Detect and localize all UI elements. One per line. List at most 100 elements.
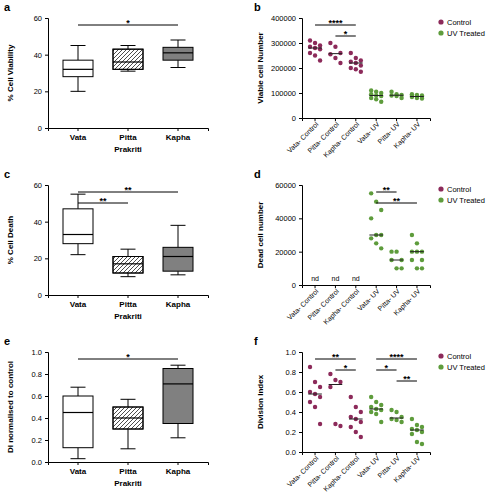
data-point bbox=[374, 90, 378, 94]
axis-line bbox=[45, 186, 49, 296]
y-tick-mark bbox=[45, 91, 48, 92]
x-tick-mark bbox=[78, 462, 79, 465]
data-point bbox=[354, 56, 358, 60]
nd-label: nd bbox=[311, 275, 319, 282]
whisker-cap-upper bbox=[171, 225, 186, 226]
x-axis: VataPittaKapha bbox=[49, 128, 209, 142]
x-tick: Kapha bbox=[166, 462, 191, 476]
legend-marker bbox=[438, 353, 443, 358]
y-tick-mark bbox=[299, 432, 302, 433]
data-point bbox=[359, 70, 363, 74]
whisker-cap-lower bbox=[121, 448, 136, 449]
annotations: ********** bbox=[315, 352, 417, 384]
legend-label: UV Treated bbox=[447, 196, 485, 205]
data-point bbox=[410, 258, 414, 262]
data-point bbox=[359, 63, 363, 67]
data-point bbox=[369, 88, 373, 92]
data-point bbox=[410, 427, 414, 431]
whisker-cap-lower bbox=[171, 437, 186, 438]
y-axis: 0200004000060000 bbox=[275, 181, 302, 290]
box bbox=[113, 49, 143, 69]
panel-label: f bbox=[254, 335, 258, 347]
plot-marks bbox=[308, 365, 424, 446]
x-axis-title: Prakriti bbox=[114, 145, 142, 154]
data-point bbox=[338, 61, 342, 65]
data-point bbox=[308, 365, 312, 369]
median-line bbox=[329, 53, 343, 54]
annotations: **** bbox=[78, 185, 178, 206]
data-point bbox=[389, 408, 393, 412]
whisker-lower bbox=[78, 448, 79, 459]
data-point bbox=[338, 424, 342, 428]
data-point bbox=[389, 90, 393, 94]
panel-label: c bbox=[4, 168, 10, 180]
data-point bbox=[318, 385, 322, 389]
whisker-lower bbox=[178, 424, 179, 438]
data-point bbox=[369, 236, 373, 240]
box bbox=[163, 369, 193, 424]
y-tick: 0.6 bbox=[32, 392, 48, 401]
x-tick: Kapha- Control bbox=[322, 452, 361, 493]
box bbox=[163, 47, 193, 60]
y-tick-label: 40 bbox=[34, 218, 42, 227]
legend-marker bbox=[438, 19, 443, 24]
y-tick-mark bbox=[45, 18, 48, 19]
median-line bbox=[369, 95, 383, 96]
significance-label: * bbox=[126, 352, 130, 362]
y-tick-label: 20 bbox=[34, 254, 42, 263]
y-tick-label: 1.0 bbox=[286, 348, 296, 357]
whisker-lower bbox=[78, 77, 79, 92]
whisker-upper bbox=[78, 46, 79, 61]
whisker-cap-upper bbox=[71, 194, 86, 195]
data-point bbox=[379, 403, 383, 407]
y-tick-label: 20000 bbox=[275, 248, 296, 257]
legend-marker bbox=[438, 30, 443, 35]
plot-marks bbox=[63, 40, 193, 91]
data-point bbox=[359, 420, 363, 424]
data-point bbox=[349, 395, 353, 399]
median-line bbox=[390, 95, 404, 96]
significance-label: * bbox=[126, 18, 130, 28]
annotations: ***** bbox=[315, 18, 356, 39]
panel: 0100000200000300000400000Vata- ControlPi… bbox=[254, 1, 485, 159]
data-point bbox=[338, 51, 342, 55]
data-point bbox=[415, 440, 419, 444]
y-tick-label: 0.0 bbox=[286, 448, 296, 457]
y-tick: 40 bbox=[34, 218, 48, 227]
data-point bbox=[369, 216, 373, 220]
data-point bbox=[374, 412, 378, 416]
legend-label: Control bbox=[447, 18, 472, 27]
legend-marker bbox=[438, 364, 443, 369]
y-tick-mark bbox=[299, 412, 302, 413]
data-point bbox=[410, 233, 414, 237]
data-point bbox=[333, 45, 337, 49]
axis-line bbox=[303, 119, 431, 122]
data-point bbox=[394, 410, 398, 414]
data-point bbox=[313, 41, 317, 45]
data-point bbox=[318, 58, 322, 62]
data-point bbox=[415, 241, 419, 245]
x-tick-label: Vata bbox=[70, 133, 87, 142]
y-tick-mark bbox=[299, 218, 302, 219]
data-point bbox=[318, 422, 322, 426]
panel-label: a bbox=[4, 1, 11, 13]
data-point bbox=[379, 100, 383, 104]
y-tick-mark bbox=[299, 118, 302, 119]
box bbox=[63, 396, 93, 448]
data-point bbox=[379, 420, 383, 424]
panel-label: d bbox=[254, 168, 261, 180]
data-point bbox=[328, 41, 332, 45]
significance-label: ** bbox=[393, 196, 401, 206]
y-tick: 60000 bbox=[275, 181, 302, 190]
whisker-cap-lower bbox=[71, 91, 86, 92]
x-tick-mark bbox=[128, 295, 129, 298]
median-line bbox=[349, 419, 363, 420]
x-tick-mark bbox=[178, 128, 179, 131]
box bbox=[163, 247, 193, 271]
data-point bbox=[399, 266, 403, 270]
y-tick-mark bbox=[45, 440, 48, 441]
y-tick-label: 0.0 bbox=[32, 458, 42, 467]
panel: 0200004000060000Vata- ControlPitta- Cont… bbox=[254, 168, 485, 326]
data-point bbox=[349, 51, 353, 55]
x-tick-mark bbox=[128, 128, 129, 131]
